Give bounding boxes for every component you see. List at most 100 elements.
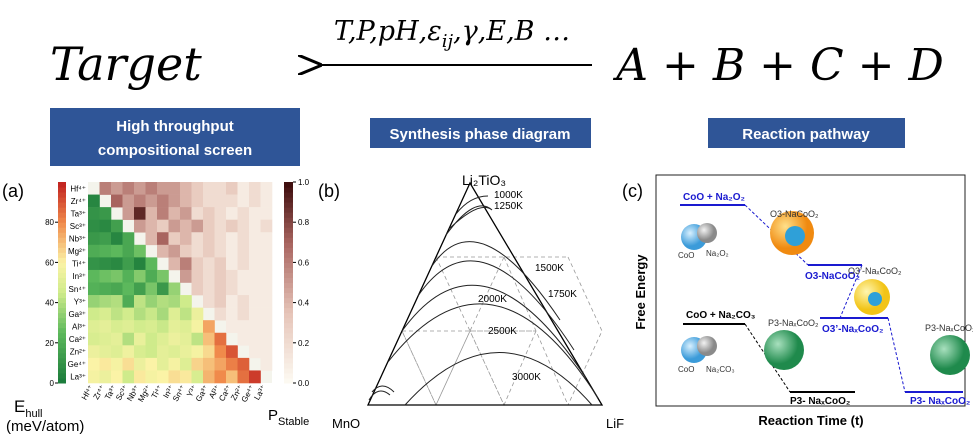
colorbar-step — [58, 343, 66, 349]
heat-cell — [249, 245, 261, 258]
colorbar-step — [284, 242, 293, 248]
heat-cell — [261, 345, 273, 358]
state-label: CoO + Na₂CO₃ — [686, 310, 756, 321]
colorbar-tick-label: 0.8 — [298, 218, 310, 227]
heat-cell — [88, 270, 100, 283]
colorbar-tick-label: 0.6 — [298, 258, 310, 267]
colorbar-step — [284, 378, 293, 384]
energy-levels — [680, 205, 963, 392]
heat-cell — [180, 333, 192, 346]
colorbar-step — [284, 257, 293, 263]
heat-cell — [192, 308, 204, 321]
heat-cell — [226, 195, 238, 208]
colorbar-step — [284, 318, 293, 324]
heat-cell — [192, 195, 204, 208]
heat-cell — [261, 270, 273, 283]
heat-cell — [249, 333, 261, 346]
heat-cell — [157, 283, 169, 296]
heat-cell — [249, 207, 261, 220]
row-label: Y³⁺ — [74, 297, 86, 306]
heat-cell — [192, 270, 204, 283]
heat-cell — [88, 345, 100, 358]
heat-cell — [203, 358, 215, 371]
heat-cell — [123, 257, 135, 270]
colorbar-step — [58, 207, 66, 213]
colorbar-step — [284, 333, 293, 339]
colorbar-title: Ehull — [14, 397, 42, 420]
heat-cell — [192, 220, 204, 233]
colorbar-step — [58, 187, 66, 193]
colorbar-step — [58, 202, 66, 208]
heat-cell — [261, 257, 273, 270]
precursors: A + B + C + D — [612, 40, 944, 91]
colorbar-step — [284, 308, 293, 314]
heat-cell — [226, 308, 238, 321]
colorbar-step — [284, 348, 293, 354]
colorbar-step — [284, 267, 293, 273]
colorbar-step — [284, 373, 293, 379]
heat-cell — [192, 245, 204, 258]
heat-cell — [261, 232, 273, 245]
temperature-label: 3000K — [512, 372, 541, 383]
heat-cell — [100, 220, 112, 233]
vertex-label: MnO — [332, 416, 360, 431]
heat-cell — [146, 270, 158, 283]
heat-cell — [123, 295, 135, 308]
heat-cell — [146, 182, 158, 195]
heat-cell — [169, 295, 181, 308]
colorbar-step — [284, 303, 293, 309]
colorbar-symbol: P — [268, 407, 278, 424]
heat-cell — [249, 257, 261, 270]
heat-cell — [261, 195, 273, 208]
heat-cell — [215, 370, 227, 383]
heat-cell — [100, 207, 112, 220]
heat-cell — [88, 257, 100, 270]
heat-cell — [134, 308, 146, 321]
heat-cell — [192, 207, 204, 220]
heatmap: Hf⁴⁺Hf⁴⁺Zr⁴⁺Zr⁴⁺Ta³⁺Ta³⁺Sc³⁺Sc³⁺Nb³⁺Nb³⁺… — [45, 178, 310, 404]
heat-cell — [169, 257, 181, 270]
row-label: In³⁺ — [72, 272, 86, 281]
heat-cell — [146, 320, 158, 333]
heat-cell — [169, 345, 181, 358]
heat-cell — [249, 308, 261, 321]
heat-cell — [203, 283, 215, 296]
heat-cell — [157, 295, 169, 308]
heat-cell — [123, 320, 135, 333]
row-label: Nb³⁺ — [69, 235, 86, 244]
colorbar-step — [284, 182, 293, 188]
heat-cell — [226, 345, 238, 358]
colorbar-step — [58, 197, 66, 203]
heat-cell — [215, 345, 227, 358]
row-label: Ga³⁺ — [68, 310, 86, 319]
heat-cell — [249, 295, 261, 308]
heat-cell — [134, 295, 146, 308]
colorbar-step — [58, 212, 66, 218]
heat-cell — [226, 270, 238, 283]
heat-cell — [203, 370, 215, 383]
heat-cell — [180, 232, 192, 245]
heat-cell — [111, 232, 123, 245]
heat-cell — [111, 333, 123, 346]
heat-cell — [226, 232, 238, 245]
heat-cell — [215, 220, 227, 233]
colorbar-step — [58, 242, 66, 248]
colorbar-step — [58, 338, 66, 344]
temperature-label: 1500K — [535, 263, 564, 274]
heat-cell — [157, 207, 169, 220]
heat-cell — [123, 195, 135, 208]
heat-cell — [180, 220, 192, 233]
panel-label: (a) — [2, 181, 24, 201]
heat-cell — [203, 333, 215, 346]
particle-label: O3-NaCoO₂ — [770, 209, 819, 219]
colorbar-step — [58, 222, 66, 228]
heat-cell — [146, 345, 158, 358]
row-label: Hf⁴⁺ — [70, 184, 86, 193]
colorbar-step — [284, 293, 293, 299]
heat-cell — [134, 207, 146, 220]
heat-cell — [111, 245, 123, 258]
heat-cell — [203, 245, 215, 258]
colorbar-step — [58, 277, 66, 283]
heat-cell — [192, 358, 204, 371]
heat-cell — [134, 270, 146, 283]
